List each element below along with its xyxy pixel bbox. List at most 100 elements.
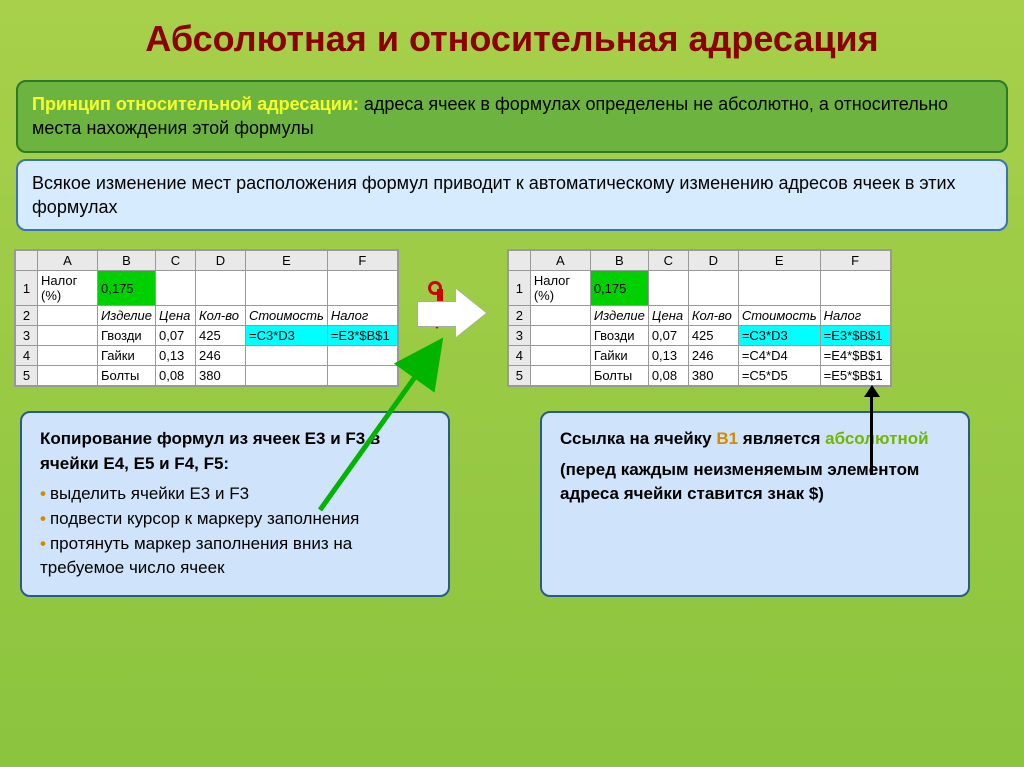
cell-A3 [530,326,590,346]
info-absolute-ref: Ссылка на ячейку B1 является абсолютной … [540,411,970,597]
rowhead-3: 3 [16,326,38,346]
rowhead-1: 1 [16,271,38,306]
cell-C4: 0,13 [155,346,195,366]
cell-C2: Цена [648,306,688,326]
sheet-right: A B C D E F 1 Налог (%) 0,175 2 Изделие … [507,249,892,387]
colhead-A: A [530,251,590,271]
cell-E4: =C4*D4 [738,346,820,366]
rule-box: Всякое изменение мест расположения форму… [16,159,1008,232]
cell-E1 [738,271,820,306]
cell-B4: Гайки [98,346,156,366]
tables-row: A B C D E F 1 Налог (%) 0,175 2 Изделие … [14,249,1010,387]
cell-D2: Кол-во [195,306,245,326]
cell-F3: =E3*$B$1 [327,326,397,346]
cell-C5: 0,08 [648,366,688,386]
colhead-A: A [38,251,98,271]
cell-C1 [155,271,195,306]
cell-C2: Цена [155,306,195,326]
cell-A4 [530,346,590,366]
cell-E2: Стоимость [245,306,327,326]
colhead-B: B [98,251,156,271]
cell-F4: =E4*$B$1 [820,346,890,366]
cell-C3: 0,07 [155,326,195,346]
step-1: выделить ячейки E3 и F3 [50,484,249,503]
rowhead-2: 2 [16,306,38,326]
cell-F5 [327,366,397,386]
cell-D4: 246 [688,346,738,366]
txt: является [738,429,825,448]
principle-box: Принцип относительной адресации: адреса … [16,80,1008,153]
step-3: протянуть маркер заполнения вниз на треб… [40,534,352,578]
info-right-line1: Ссылка на ячейку B1 является абсолютной [560,427,950,452]
colhead-C: C [648,251,688,271]
cell-D3: 425 [688,326,738,346]
colhead-F: F [327,251,397,271]
cell-A5 [530,366,590,386]
cell-E3: =C3*D3 [245,326,327,346]
sheet-left: A B C D E F 1 Налог (%) 0,175 2 Изделие … [14,249,399,387]
cell-B5: Болты [98,366,156,386]
colhead-D: D [195,251,245,271]
cell-E2: Стоимость [738,306,820,326]
txt: Ссылка на ячейку [560,429,716,448]
rowhead-5: 5 [16,366,38,386]
cell-B3: Гвозди [590,326,648,346]
colhead-E: E [245,251,327,271]
principle-lead: Принцип относительной адресации: [32,94,359,114]
cell-C4: 0,13 [648,346,688,366]
slide-title: Абсолютная и относительная адресация [0,0,1024,74]
cell-B1: 0,175 [98,271,156,306]
cell-E5: =C5*D5 [738,366,820,386]
cell-E1 [245,271,327,306]
cell-C5: 0,08 [155,366,195,386]
cell-F1 [327,271,397,306]
colhead-B: B [590,251,648,271]
cell-C3: 0,07 [648,326,688,346]
colhead-D: D [688,251,738,271]
cell-D1 [688,271,738,306]
colhead-E: E [738,251,820,271]
cell-B2: Изделие [590,306,648,326]
cell-C1 [648,271,688,306]
cell-A5 [38,366,98,386]
rowhead-5: 5 [508,366,530,386]
word-absolute: абсолютной [825,429,928,448]
cell-A1: Налог (%) [530,271,590,306]
cell-E4 [245,346,327,366]
cell-D4: 246 [195,346,245,366]
cell-A3 [38,326,98,346]
cell-A4 [38,346,98,366]
cell-D3: 425 [195,326,245,346]
step-2: подвести курсор к маркеру заполнения [50,509,359,528]
cell-A2 [530,306,590,326]
cell-F2: Налог [820,306,890,326]
info-copy-steps: Копирование формул из ячеек E3 и F3 в яч… [20,411,450,597]
rowhead-3: 3 [508,326,530,346]
cell-B1: 0,175 [590,271,648,306]
list-item: •протянуть маркер заполнения вниз на тре… [40,532,430,581]
rowhead-2: 2 [508,306,530,326]
cell-F2: Налог [327,306,397,326]
cell-B4: Гайки [590,346,648,366]
cell-B5: Болты [590,366,648,386]
colhead-C: C [155,251,195,271]
list-item: •выделить ячейки E3 и F3 [40,482,430,507]
info-row: Копирование формул из ячеек E3 и F3 в яч… [20,411,1004,597]
corner-cell [508,251,530,271]
cell-B2: Изделие [98,306,156,326]
cell-D1 [195,271,245,306]
cell-F4 [327,346,397,366]
colhead-F: F [820,251,890,271]
cell-A2 [38,306,98,326]
cell-B3: Гвозди [98,326,156,346]
rowhead-4: 4 [16,346,38,366]
info-right-line2: (перед каждым неизменяемым элементом адр… [560,458,950,507]
rowhead-4: 4 [508,346,530,366]
cell-D5: 380 [688,366,738,386]
cell-E3: =C3*D3 [738,326,820,346]
arrow-right-icon [417,283,489,343]
rowhead-1: 1 [508,271,530,306]
cell-F3: =E3*$B$1 [820,326,890,346]
cell-D5: 380 [195,366,245,386]
cell-ref-B1: B1 [716,429,738,448]
